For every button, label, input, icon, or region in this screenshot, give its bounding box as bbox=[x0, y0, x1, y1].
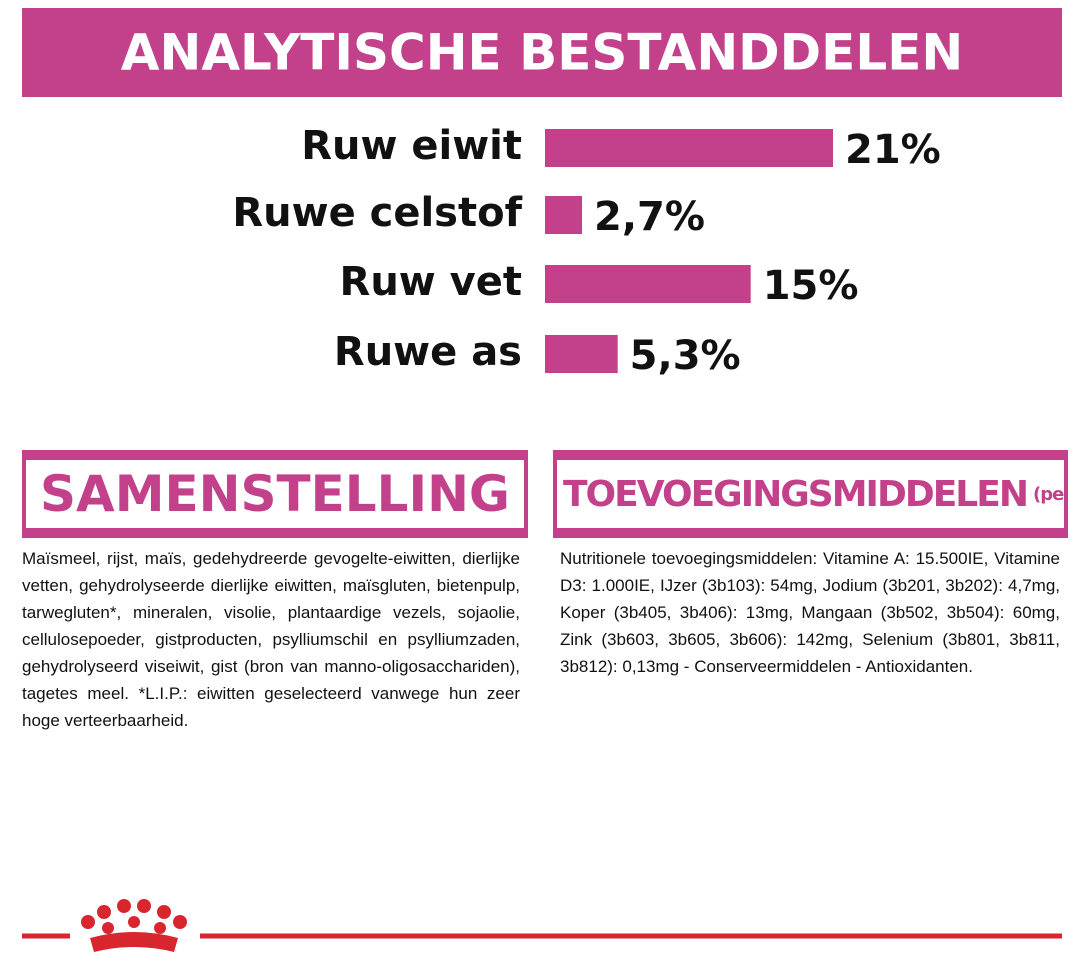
crown-logo bbox=[81, 899, 187, 952]
composition-title: SAMENSTELLING bbox=[26, 460, 524, 528]
additives-header: TOEVOEGINGSMIDDELEN (per kg) bbox=[553, 450, 1068, 538]
bar bbox=[545, 335, 618, 373]
chart-title: ANALYTISCHE BESTANDDELEN bbox=[121, 24, 963, 82]
additives-title: TOEVOEGINGSMIDDELEN bbox=[563, 473, 1029, 515]
category-label: Ruw vet bbox=[340, 259, 522, 305]
title-band bbox=[22, 8, 1062, 97]
value-label: 5,3% bbox=[630, 333, 741, 379]
additives-title-suffix: (per kg) bbox=[1032, 483, 1064, 505]
category-label: Ruwe as bbox=[334, 329, 522, 375]
additives-text: Nutritionele toevoegingsmiddelen: Vitami… bbox=[560, 549, 1060, 676]
bar bbox=[545, 265, 751, 303]
category-label: Ruw eiwit bbox=[301, 123, 522, 169]
category-label: Ruwe celstof bbox=[232, 190, 522, 236]
bar bbox=[545, 129, 833, 167]
composition-text: Maïsmeel, rijst, maïs, gedehydreerde gev… bbox=[22, 549, 520, 730]
bar bbox=[545, 196, 583, 234]
composition-header: SAMENSTELLING bbox=[22, 450, 528, 538]
value-label: 15% bbox=[763, 263, 859, 309]
value-label: 2,7% bbox=[594, 194, 705, 240]
value-label: 21% bbox=[845, 127, 941, 173]
